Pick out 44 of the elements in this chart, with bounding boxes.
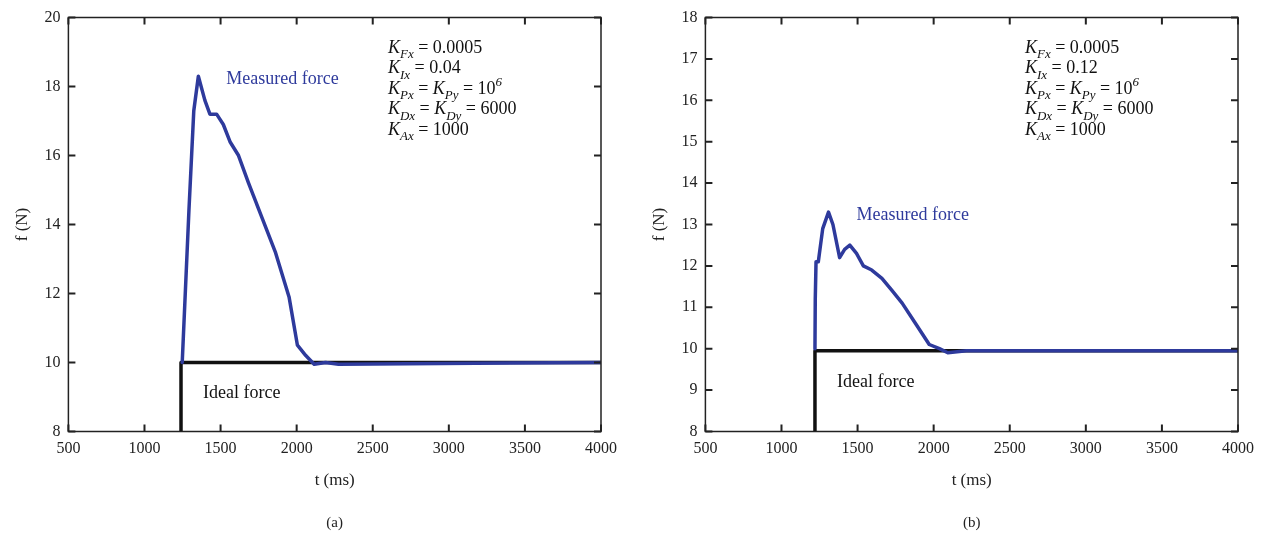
x-tick-label: 3500 <box>508 439 541 457</box>
y-tick-label: 20 <box>44 7 61 25</box>
x-tick-label: 500 <box>693 439 718 457</box>
y-tick-label: 8 <box>52 421 61 439</box>
x-tick-label: 2000 <box>280 439 313 457</box>
y-tick-label: 10 <box>681 338 698 356</box>
y-tick-label: 15 <box>681 131 698 149</box>
y-tick-label: 18 <box>44 76 61 94</box>
y-tick-label: 14 <box>44 214 61 232</box>
x-axis-title: t (ms) <box>951 470 992 490</box>
x-tick-label: 3000 <box>432 439 465 457</box>
series-label: Measured force <box>856 204 969 225</box>
y-tick-label: 12 <box>681 256 698 274</box>
text: (b) <box>962 514 981 531</box>
series-label: Measured force <box>226 68 339 89</box>
x-tick-label: 1000 <box>128 439 161 457</box>
x-tick-label: 2000 <box>917 439 950 457</box>
x-axis-title: t (ms) <box>314 470 355 490</box>
x-tick-label: 4000 <box>1222 439 1254 457</box>
x-tick-label: 2500 <box>356 439 389 457</box>
text: (a) <box>326 514 344 531</box>
y-tick-label: 9 <box>689 380 698 398</box>
x-tick-label: 500 <box>56 439 81 457</box>
y-axis-title: f (N) <box>648 207 668 242</box>
x-tick-label: 3500 <box>1145 439 1178 457</box>
x-tick-label: 3000 <box>1069 439 1102 457</box>
x-tick-label: 1000 <box>765 439 798 457</box>
y-tick-label: 8 <box>689 421 698 439</box>
series-label: Ideal force <box>836 370 915 391</box>
x-tick-label: 2500 <box>993 439 1026 457</box>
y-tick-label: 12 <box>44 283 61 301</box>
series-label: Ideal force <box>203 382 281 403</box>
y-tick-label: 16 <box>681 90 698 108</box>
y-tick-label: 17 <box>681 49 698 67</box>
y-tick-label: 14 <box>681 173 698 191</box>
x-tick-label: 4000 <box>585 439 617 457</box>
y-tick-label: 16 <box>44 145 61 163</box>
y-tick-label: 18 <box>681 7 698 25</box>
y-tick-label: 11 <box>681 297 698 315</box>
y-tick-label: 10 <box>44 352 61 370</box>
x-tick-label: 1500 <box>841 439 874 457</box>
y-tick-label: 13 <box>681 214 698 232</box>
y-axis-title: f (N) <box>11 207 31 242</box>
x-tick-label: 1500 <box>204 439 237 457</box>
